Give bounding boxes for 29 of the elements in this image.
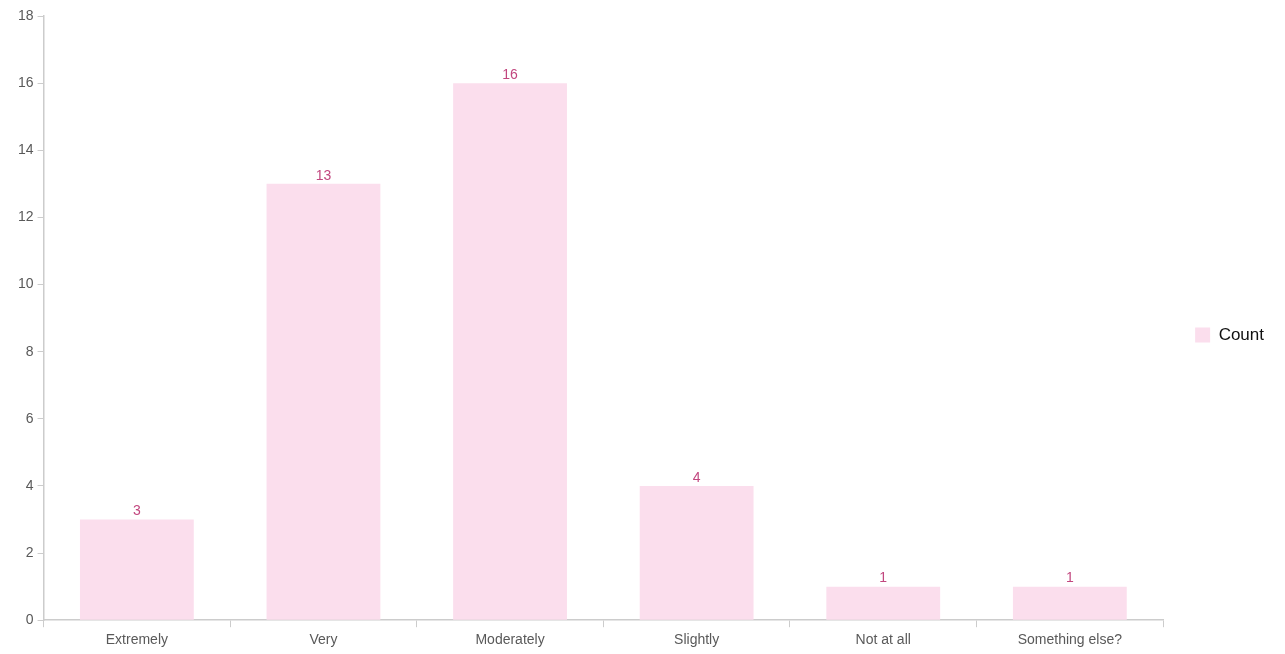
data-label: 16: [502, 65, 519, 82]
bar: [79, 519, 194, 620]
data-label: 13: [315, 166, 332, 183]
bar: [639, 485, 754, 620]
y-tick-label: 8: [25, 342, 34, 359]
data-label: 3: [132, 502, 141, 519]
x-tick-label: Something else?: [1017, 631, 1123, 648]
y-tick-label: 16: [17, 73, 34, 90]
y-tick-label: 18: [17, 6, 34, 23]
y-tick-label: 12: [17, 208, 34, 225]
x-tick-label: Slightly: [674, 631, 720, 648]
data-label: 1: [1065, 569, 1074, 586]
y-tick-label: 14: [17, 141, 34, 158]
x-tick-label: Moderately: [475, 631, 545, 648]
y-tick-label: 4: [25, 476, 34, 493]
y-tick-label: 2: [25, 543, 34, 560]
bar: [453, 83, 567, 620]
x-tick-label: Very: [309, 631, 338, 648]
x-tick-label: Extremely: [105, 631, 168, 648]
data-label: 4: [692, 468, 701, 485]
y-tick-label: 6: [25, 409, 34, 426]
legend-label: Count: [1218, 324, 1265, 344]
bar: [826, 586, 941, 620]
bar: [266, 183, 381, 620]
x-tick-label: Not at all: [855, 631, 911, 648]
data-label: 1: [879, 569, 888, 586]
bar: [1012, 586, 1127, 620]
y-tick-label: 10: [17, 275, 34, 292]
y-tick-label: 0: [25, 611, 34, 628]
